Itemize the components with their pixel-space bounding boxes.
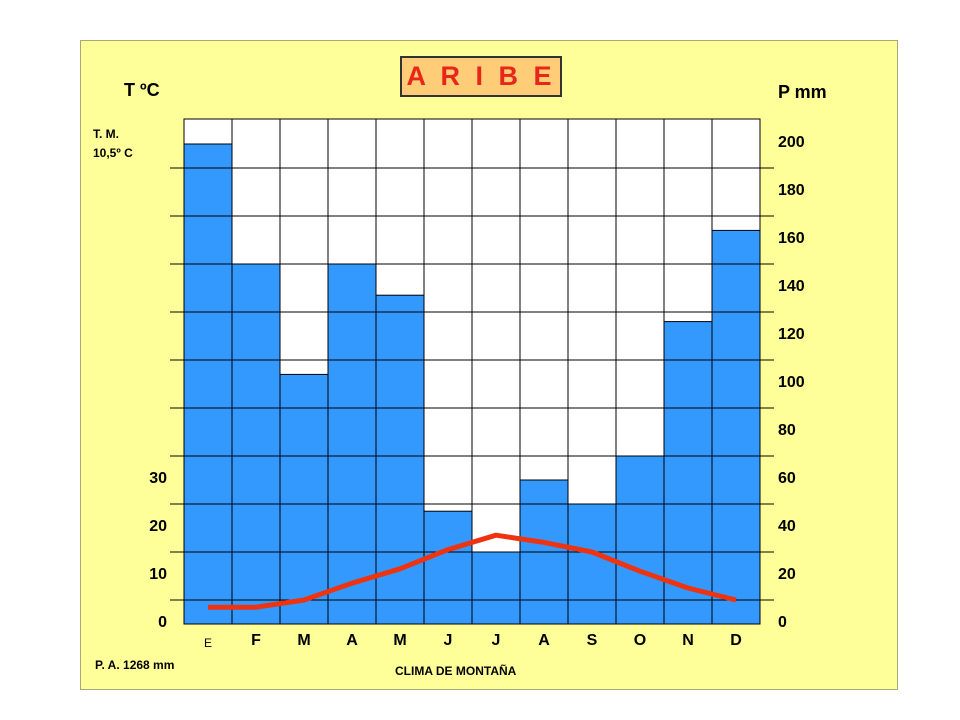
right-tick-label: 0 [778,614,787,631]
right-tick-label: 60 [778,470,796,487]
precip-bar [183,143,233,625]
annual-precip-label: P. A. 1268 mm [95,658,175,672]
month-label: M [393,632,407,649]
month-label: J [491,632,501,649]
climate-subtitle: CLIMA DE MONTAÑA [395,664,517,678]
right-tick-label: 20 [778,566,796,583]
precip-bar [615,455,665,625]
precip-bar [279,373,329,625]
right-tick-label: 140 [778,278,805,295]
month-label: F [251,632,261,649]
month-label: O [633,632,647,649]
precip-bar [711,229,761,625]
right-tick-label: 200 [778,134,805,151]
month-label: A [538,632,550,649]
left-axis-label: T ºC [124,80,160,100]
right-tick-label: 100 [778,374,805,391]
mean-temp-label: T. M. [93,127,119,141]
mean-temp-value: 10,5º C [93,146,133,160]
precipitation-bars [183,143,761,625]
month-label: M [297,632,311,649]
month-label: E [203,636,212,650]
right-tick-label: 40 [778,518,796,535]
right-tick-label: 120 [778,326,805,343]
month-label: J [443,632,453,649]
axis-ticks [170,167,774,601]
precip-bar [327,263,377,625]
temperature-line [208,532,737,610]
grid-lines [184,119,760,624]
precip-bar [231,263,281,625]
precip-bar [423,510,473,625]
right-tick-label: 180 [778,182,805,199]
left-tick-label: 0 [158,614,167,631]
month-label: A [346,632,358,649]
month-label: N [682,632,694,649]
right-axis-label: P mm [778,82,827,102]
month-label: D [730,632,742,649]
precip-bar [375,294,425,625]
left-tick-label: 10 [149,566,167,583]
right-tick-label: 160 [778,230,805,247]
precip-bar [567,503,617,625]
right-tick-label: 80 [778,422,796,439]
precip-bar [471,551,521,625]
precip-bar [663,321,713,625]
left-tick-label: 30 [149,470,167,487]
left-tick-label: 20 [149,518,167,535]
month-label: S [586,632,598,649]
chart-title: A R I B E [400,56,562,97]
